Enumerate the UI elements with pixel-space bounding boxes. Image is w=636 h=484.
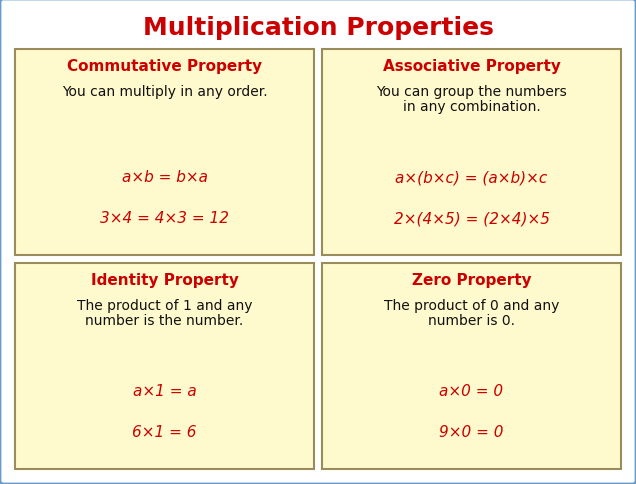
Text: in any combination.: in any combination.: [403, 100, 541, 114]
Text: number is 0.: number is 0.: [428, 313, 515, 327]
Text: number is the number.: number is the number.: [85, 313, 244, 327]
Text: Identity Property: Identity Property: [90, 272, 238, 287]
Text: 3×4 = 4×3 = 12: 3×4 = 4×3 = 12: [100, 211, 229, 226]
FancyBboxPatch shape: [15, 263, 314, 469]
Text: 2×(4×5) = (2×4)×5: 2×(4×5) = (2×4)×5: [394, 211, 550, 226]
Text: a×b = b×a: a×b = b×a: [121, 170, 207, 185]
Text: Multiplication Properties: Multiplication Properties: [142, 16, 494, 40]
Text: Commutative Property: Commutative Property: [67, 59, 262, 74]
Text: Zero Property: Zero Property: [411, 272, 531, 287]
Text: The product of 1 and any: The product of 1 and any: [77, 298, 252, 312]
Text: You can multiply in any order.: You can multiply in any order.: [62, 85, 267, 99]
Text: Associative Property: Associative Property: [383, 59, 560, 74]
FancyBboxPatch shape: [322, 50, 621, 256]
Text: 9×0 = 0: 9×0 = 0: [439, 424, 504, 439]
Text: a×(b×c) = (a×b)×c: a×(b×c) = (a×b)×c: [396, 170, 548, 185]
FancyBboxPatch shape: [322, 263, 621, 469]
Text: a×0 = 0: a×0 = 0: [439, 383, 504, 398]
Text: a×1 = a: a×1 = a: [133, 383, 197, 398]
Text: 6×1 = 6: 6×1 = 6: [132, 424, 197, 439]
FancyBboxPatch shape: [15, 50, 314, 256]
Text: The product of 0 and any: The product of 0 and any: [384, 298, 559, 312]
Text: You can group the numbers: You can group the numbers: [376, 85, 567, 99]
